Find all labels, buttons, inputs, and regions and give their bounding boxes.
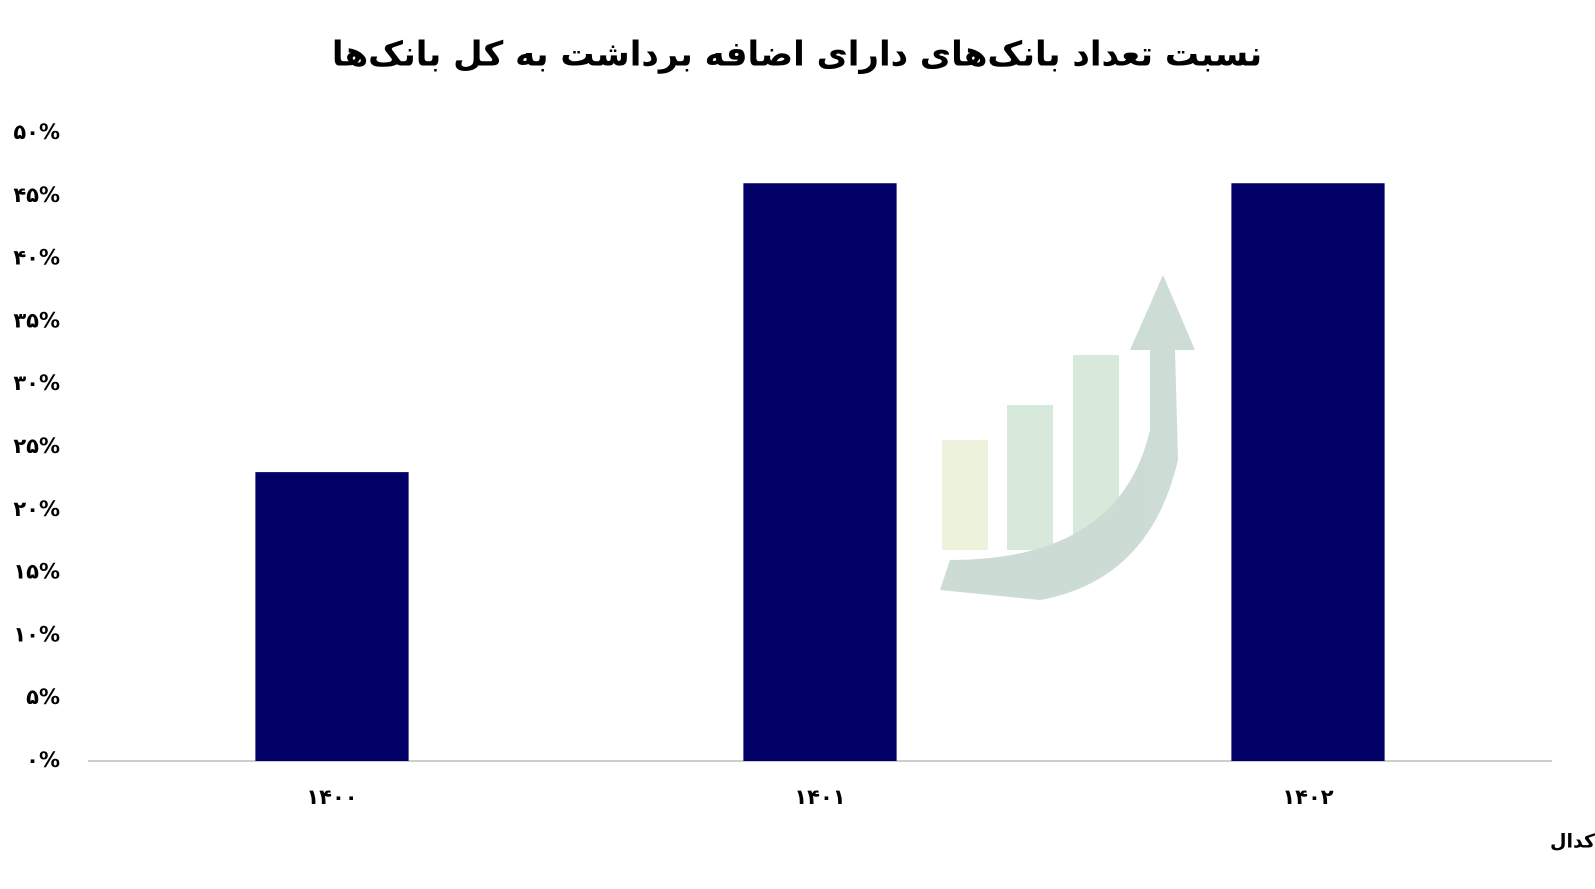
source-note: ماخذ: صورت‌های مالی حسابرسی شده در کدال — [1550, 831, 1595, 853]
bar — [255, 472, 409, 761]
watermark-bar — [942, 440, 988, 550]
bar — [743, 183, 897, 762]
y-tick-label: ۲۰% — [13, 497, 60, 521]
chart-title: نسبت تعداد بانک‌های دارای اضافه برداشت ب… — [332, 35, 1262, 75]
y-tick-label: ۲۵% — [13, 434, 60, 458]
x-tick-label: ۱۴۰۲ — [1282, 785, 1333, 809]
y-tick-label: ۴۵% — [13, 183, 60, 207]
y-tick-label: ۵۰% — [13, 120, 60, 144]
y-tick-label: ۳۰% — [13, 371, 60, 395]
x-tick-label: ۱۴۰۰ — [306, 785, 357, 809]
y-tick-label: ۵% — [26, 685, 60, 709]
watermark-bar — [1007, 405, 1053, 550]
y-tick-label: ۴۰% — [13, 246, 60, 270]
x-tick-label: ۱۴۰۱ — [794, 785, 845, 809]
y-tick-label: ۳۵% — [13, 308, 60, 332]
watermark-bar — [1073, 355, 1119, 550]
watermark — [940, 275, 1195, 600]
watermark-arrow — [940, 275, 1195, 600]
y-tick-label: ۱۰% — [13, 622, 60, 646]
y-tick-label: ۱۵% — [13, 560, 60, 584]
y-tick-label: ۰% — [26, 748, 60, 772]
bar — [1231, 183, 1385, 762]
